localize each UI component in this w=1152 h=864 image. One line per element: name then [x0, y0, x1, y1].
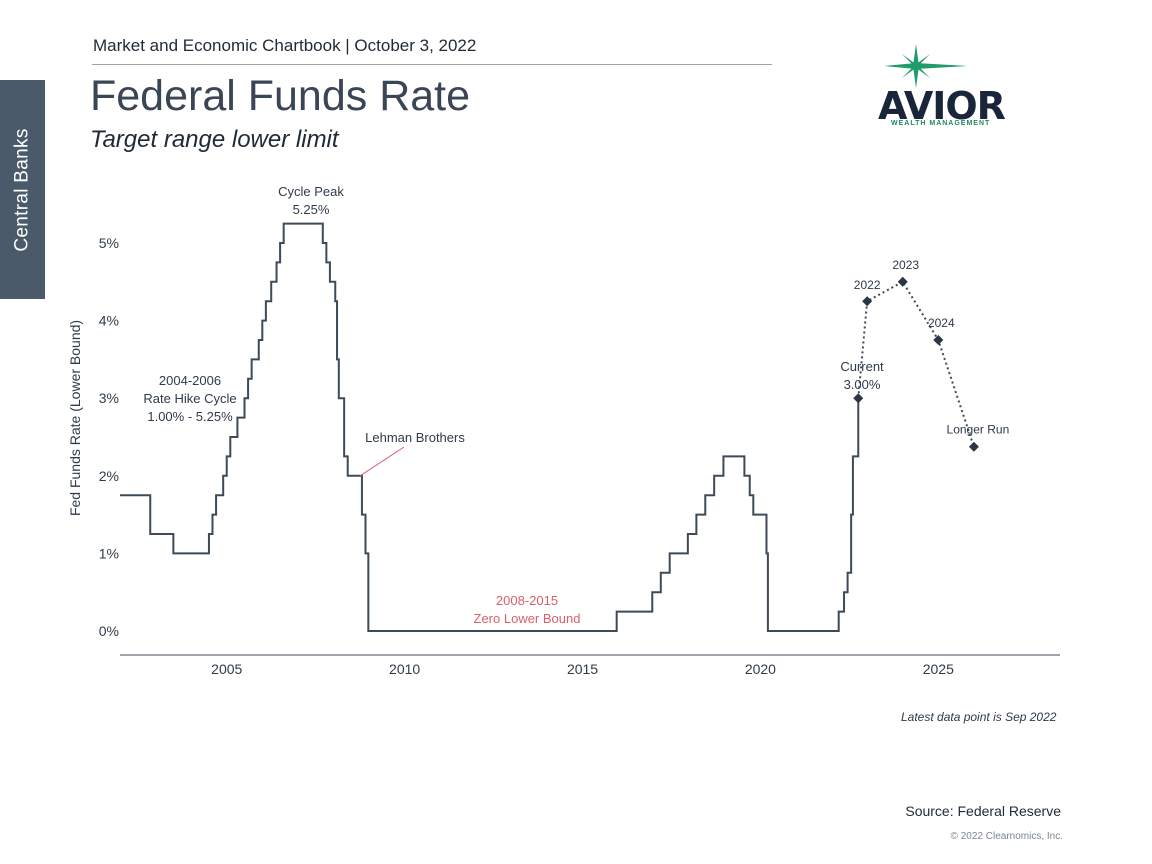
projection-label: 2023 — [892, 258, 919, 272]
annotation-line: 1.00% - 5.25% — [147, 409, 233, 424]
projection-marker — [897, 276, 908, 287]
projection-marker — [862, 296, 873, 307]
annotation-line: 3.00% — [844, 377, 881, 392]
annotation-line: 2008-2015 — [496, 593, 558, 608]
x-tick-label: 2010 — [389, 661, 420, 677]
annotation-line: Current — [840, 359, 884, 374]
y-tick-label: 5% — [99, 235, 119, 251]
x-tick-label: 2015 — [567, 661, 598, 677]
projection-marker — [933, 335, 944, 345]
x-tick-label: 2025 — [923, 661, 954, 677]
projection-label: 2022 — [854, 278, 881, 292]
annotation-line: Lehman Brothers — [365, 430, 465, 445]
chart-annotation: 2008-2015 Zero Lower Bound — [474, 593, 581, 626]
annotation-line: 5.25% — [293, 202, 330, 217]
logo-subtitle: WEALTH MANAGEMENT — [891, 120, 991, 127]
annotation-line: 2004-2006 — [159, 373, 221, 388]
copyright-note: © 2022 Clearnomics, Inc. — [950, 831, 1063, 842]
avior-star-icon — [884, 44, 968, 88]
chart-annotation: 2004-2006 Rate Hike Cycle 1.00% - 5.25% — [143, 373, 236, 424]
x-tick-label: 2020 — [745, 661, 776, 677]
side-tab-central-banks: Central Banks — [0, 80, 45, 299]
y-axis-label: Fed Funds Rate (Lower Bound) — [67, 320, 83, 516]
projection-marker — [853, 393, 864, 404]
chartbook-header: Market and Economic Chartbook | October … — [93, 36, 477, 55]
page-subtitle: Target range lower limit — [90, 126, 339, 153]
chart-annotation: Cycle Peak 5.25% — [278, 184, 344, 217]
chart-annotation: Lehman Brothers — [365, 430, 465, 445]
annotation-line: Rate Hike Cycle — [143, 391, 236, 406]
latest-data-footnote: Latest data point is Sep 2022 — [901, 710, 1057, 724]
projection-label: 2024 — [928, 316, 955, 330]
annotation-line: Zero Lower Bound — [474, 611, 581, 626]
page-title: Federal Funds Rate — [90, 72, 471, 120]
fed-funds-step-line — [120, 222, 860, 632]
y-tick-label: 1% — [99, 545, 119, 561]
y-tick-label: 4% — [99, 313, 119, 329]
lehman-leader-line — [359, 446, 405, 477]
y-tick-label: 2% — [99, 468, 119, 484]
y-tick-label: 0% — [99, 623, 119, 639]
header-divider — [92, 64, 772, 65]
chart-annotation: Current 3.00% — [840, 359, 884, 392]
projection-marker — [968, 441, 979, 452]
logo-wordmark: AVIOR — [878, 84, 1006, 128]
source-note: Source: Federal Reserve — [905, 803, 1061, 819]
annotation-line: Cycle Peak — [278, 184, 344, 199]
y-tick-label: 3% — [99, 390, 119, 406]
x-tick-label: 2005 — [211, 661, 242, 677]
projection-label: Longer Run — [947, 423, 1010, 437]
